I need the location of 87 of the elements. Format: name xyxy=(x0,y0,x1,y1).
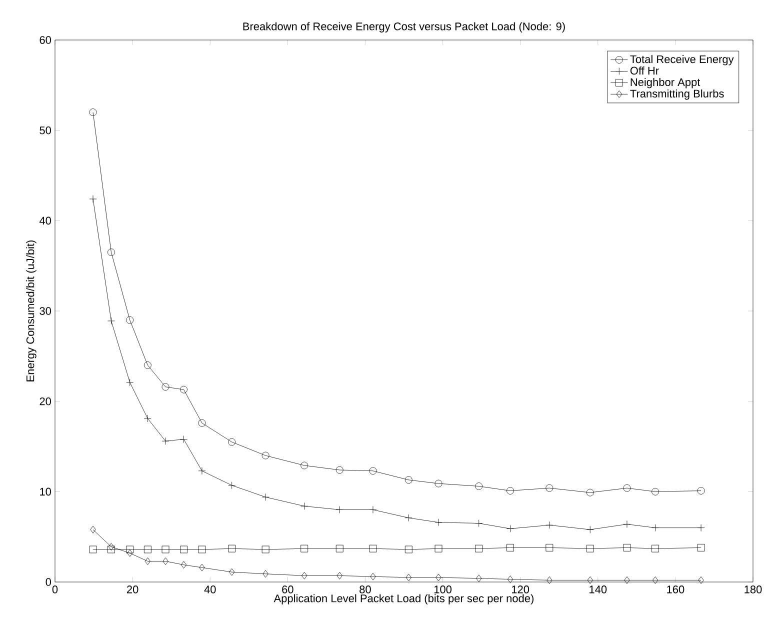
y-axis-title: Energy Consumed/bit (uJ/bit) xyxy=(26,240,36,382)
point xyxy=(300,462,308,470)
legend-label: Off Hr xyxy=(630,66,659,75)
point xyxy=(89,546,97,554)
x-tick-label: 120 xyxy=(512,586,530,594)
point xyxy=(475,544,483,552)
point xyxy=(404,546,412,554)
point xyxy=(90,526,96,534)
point xyxy=(198,419,206,427)
point xyxy=(623,484,631,492)
point xyxy=(436,574,442,582)
point xyxy=(507,576,514,583)
point xyxy=(180,386,188,394)
point xyxy=(506,544,514,552)
point xyxy=(586,544,594,552)
legend-label: Total Receive Energy xyxy=(630,55,734,66)
point xyxy=(475,482,483,490)
point xyxy=(126,546,134,554)
point xyxy=(369,544,377,552)
point xyxy=(652,576,658,584)
point xyxy=(300,544,308,552)
point xyxy=(406,574,412,582)
point xyxy=(586,488,594,496)
point xyxy=(108,248,115,256)
x-tick-label: 140 xyxy=(590,586,607,594)
y-tick-label: 10 xyxy=(40,488,52,496)
point xyxy=(144,558,151,565)
point xyxy=(162,558,168,565)
point xyxy=(697,544,705,552)
x-tick-label: 20 xyxy=(126,586,138,594)
point xyxy=(587,576,593,584)
x-tick-label: 160 xyxy=(667,586,684,594)
point xyxy=(144,546,152,554)
point xyxy=(108,543,114,550)
x-tick-label: 40 xyxy=(204,586,216,594)
point xyxy=(262,452,270,460)
point xyxy=(476,574,482,582)
y-tick-label: 30 xyxy=(40,307,52,315)
x-tick-label: 180 xyxy=(744,586,762,594)
point xyxy=(126,316,134,324)
point xyxy=(336,544,344,552)
y-tick-label: 0 xyxy=(46,578,52,586)
point xyxy=(697,487,705,494)
point xyxy=(229,568,235,576)
point xyxy=(404,476,412,484)
chart-title: Breakdown of Receive Energy Cost versus Packet Load (Node: 9) xyxy=(243,22,565,32)
point xyxy=(434,544,442,552)
point xyxy=(546,484,554,492)
x-axis-title: Application Level Packet Load (bits per sec per node) xyxy=(274,594,534,604)
point xyxy=(698,576,704,584)
point xyxy=(336,466,344,474)
point xyxy=(262,570,268,578)
point xyxy=(506,487,514,494)
x-tick-label: 100 xyxy=(434,586,452,594)
y-tick-label: 60 xyxy=(40,36,52,44)
point xyxy=(652,488,659,496)
legend-label: Transmitting Blurbs xyxy=(630,89,724,100)
point xyxy=(162,383,170,391)
point xyxy=(546,576,552,584)
x-tick-label: 0 xyxy=(52,586,58,594)
point xyxy=(162,546,170,554)
point xyxy=(127,549,133,557)
point xyxy=(228,544,236,552)
point xyxy=(652,544,659,552)
legend-label: Neighbor Appt xyxy=(630,78,700,88)
point xyxy=(302,572,308,580)
point xyxy=(370,572,376,580)
point xyxy=(623,544,631,552)
point xyxy=(262,546,270,554)
point xyxy=(199,564,205,572)
point xyxy=(180,546,188,554)
point xyxy=(434,480,442,488)
point xyxy=(89,108,97,116)
point xyxy=(108,546,115,554)
point xyxy=(228,438,236,446)
point xyxy=(198,546,206,554)
x-tick-label: 60 xyxy=(282,586,294,594)
point xyxy=(624,576,630,584)
y-tick-label: 20 xyxy=(40,397,52,406)
point xyxy=(369,467,377,475)
y-tick-label: 40 xyxy=(39,216,52,225)
point xyxy=(336,572,342,580)
point xyxy=(144,362,152,369)
y-tick-label: 50 xyxy=(40,126,52,134)
x-tick-label: 80 xyxy=(360,586,371,594)
point xyxy=(180,561,187,569)
point xyxy=(546,544,554,552)
